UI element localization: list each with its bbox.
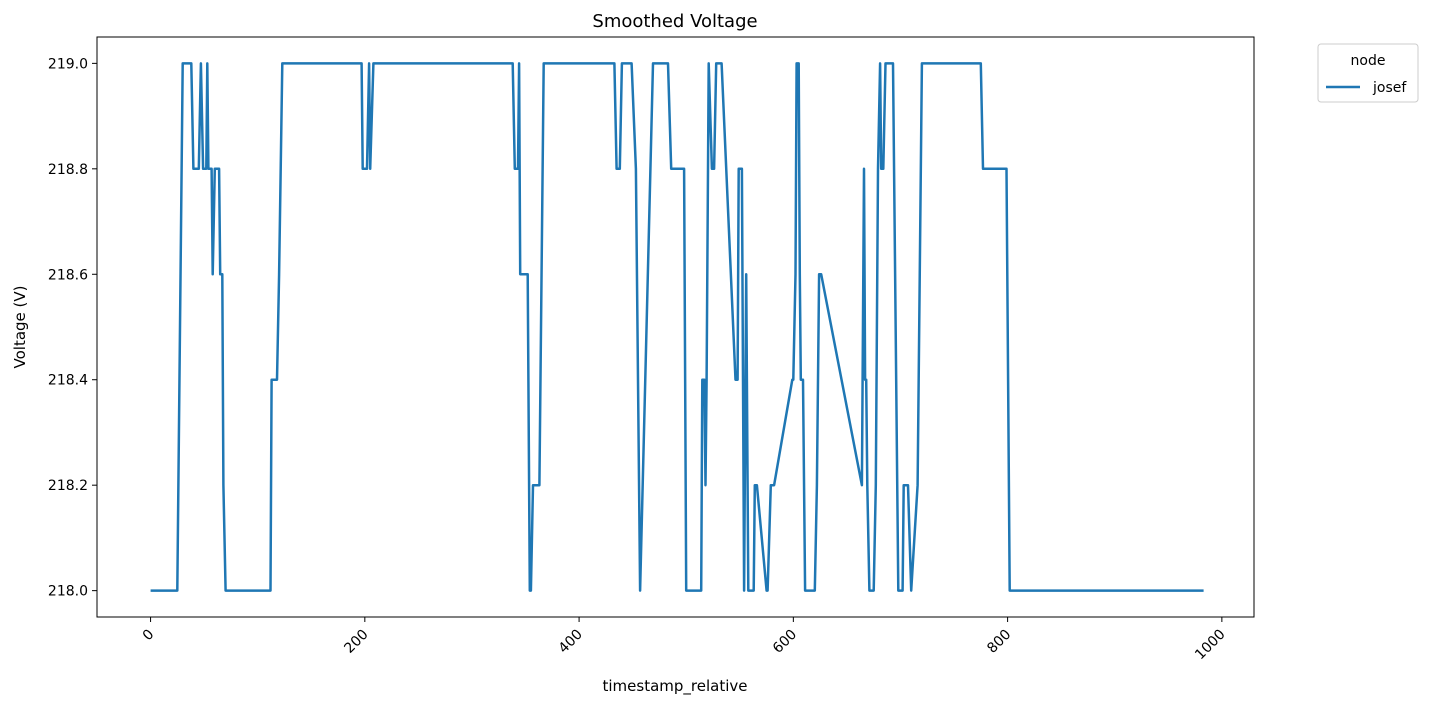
plot-frame — [96, 36, 1255, 618]
x-axis: 0 200 400 600 800 1000 — [140, 617, 1229, 663]
x-tick-label: 400 — [556, 627, 586, 657]
legend-title: node — [1351, 53, 1386, 69]
x-axis-label: timestamp_relative — [603, 677, 748, 696]
y-tick-label: 218.6 — [48, 267, 88, 283]
series-line-josef — [150, 62, 1204, 592]
y-tick-label: 218.0 — [48, 584, 88, 600]
y-tick-label: 218.8 — [48, 162, 88, 178]
legend-label-josef: josef — [1372, 80, 1407, 96]
x-tick-label: 1000 — [1192, 627, 1229, 664]
y-tick-label: 219.0 — [48, 56, 88, 72]
legend: node josef — [1317, 43, 1419, 103]
x-tick-label: 200 — [341, 627, 371, 657]
y-tick-label: 218.4 — [48, 373, 88, 389]
y-axis-label: Voltage (V) — [11, 286, 29, 369]
x-tick-label: 800 — [984, 627, 1014, 657]
y-axis: 218.0 218.2 218.4 218.6 218.8 219.0 — [48, 56, 97, 600]
x-tick-label: 600 — [770, 627, 800, 657]
x-tick-label: 0 — [140, 627, 158, 645]
y-tick-label: 218.2 — [48, 478, 88, 494]
chart-title: Smoothed Voltage — [592, 11, 757, 32]
